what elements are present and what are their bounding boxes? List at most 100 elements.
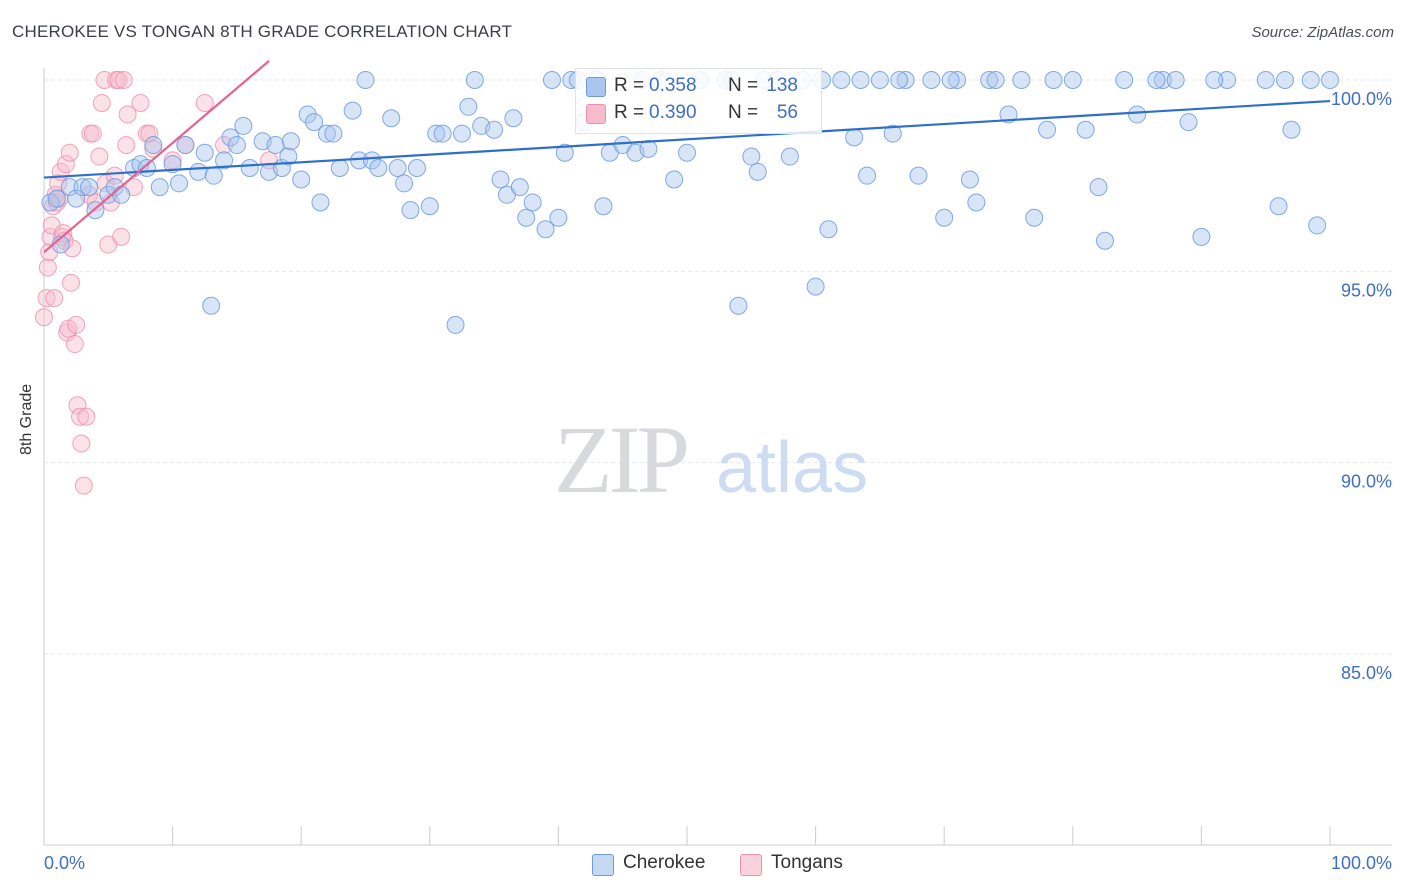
y-tick-label: 85.0%	[1341, 663, 1392, 683]
cherokee-point	[1025, 208, 1044, 227]
cherokee-point	[1275, 71, 1294, 89]
cherokee-point	[266, 136, 285, 155]
tongans-point	[77, 407, 96, 426]
tongans-point	[195, 93, 214, 112]
cherokee-point	[517, 208, 536, 227]
cherokee-point	[356, 71, 375, 89]
tongans-point	[54, 224, 73, 243]
cherokee-point	[99, 185, 118, 204]
tongans-point	[72, 434, 91, 453]
cherokee-point	[292, 170, 311, 189]
tongans-point	[65, 335, 84, 354]
cherokee-legend-label[interactable]: Cherokee	[623, 852, 706, 873]
watermark-zip: ZIP	[554, 406, 687, 513]
cherokee-point	[382, 109, 401, 128]
legend-r-value: 0.358	[649, 75, 697, 96]
cherokee-point	[1308, 216, 1327, 235]
cherokee-point	[594, 197, 613, 216]
cherokee-point	[1269, 197, 1288, 216]
cherokee-point	[1044, 71, 1063, 89]
cherokee-point	[742, 147, 761, 166]
cherokee-point	[986, 71, 1005, 89]
cherokee-point	[452, 124, 471, 143]
legend-row-cherokee: R = 0.358 N = 138	[576, 74, 821, 100]
tongans-legend-label[interactable]: Tongans	[771, 852, 843, 873]
tongans-point	[114, 71, 133, 89]
cherokee-point	[427, 124, 446, 143]
y-tick-label: 90.0%	[1341, 472, 1392, 492]
cherokee-point	[446, 315, 465, 334]
tongans-point	[67, 315, 86, 334]
tongans-point	[90, 147, 109, 166]
cherokee-point	[729, 296, 748, 315]
tongans-point	[71, 407, 90, 426]
tongans-point	[49, 174, 68, 193]
tongans-point	[60, 143, 79, 162]
cherokee-point	[163, 155, 182, 174]
tongans-point	[215, 136, 234, 155]
legend-n-value: 138	[766, 75, 798, 96]
source-credit: Source: ZipAtlas.com	[1251, 24, 1394, 41]
cherokee-point	[215, 151, 234, 170]
tongans-point	[38, 258, 57, 277]
cherokee-point	[176, 136, 195, 155]
tongans-points	[35, 71, 279, 495]
cherokee-point	[549, 208, 568, 227]
legend-row-tongans: R = 0.390 N = 56	[576, 101, 821, 127]
tick-labels: 100.0% 95.0% 90.0% 85.0% 0.0% 100.0%	[44, 89, 1392, 873]
cherokee-point	[909, 166, 928, 185]
cherokee-point	[948, 71, 967, 89]
cherokee-point	[1179, 113, 1198, 132]
legend-r-value: 0.390	[649, 102, 697, 123]
cherokee-point	[112, 185, 131, 204]
correlation-legend: R = 0.358 N = 138 R = 0.390 N = 56	[575, 68, 822, 134]
cherokee-point	[189, 162, 208, 181]
cherokee-point	[1218, 71, 1237, 89]
cherokee-point	[433, 124, 452, 143]
watermark: ZIP atlas	[554, 406, 868, 513]
cherokee-point	[281, 132, 300, 151]
cherokee-swatch	[586, 77, 606, 97]
cherokee-point	[137, 159, 156, 178]
tongans-point	[83, 124, 102, 143]
chart-title: CHEROKEE VS TONGAN 8TH GRADE CORRELATION…	[12, 22, 513, 41]
cherokee-point	[1256, 71, 1275, 89]
y-tick-label: 95.0%	[1341, 280, 1392, 300]
cherokee-point	[1147, 71, 1166, 89]
series-legend: Cherokee Tongans	[0, 852, 1406, 878]
legend-r-label: R =	[614, 75, 645, 96]
tongans-point	[118, 105, 137, 124]
cherokee-point	[170, 174, 189, 193]
cherokee-point	[80, 178, 99, 197]
x-tick-label-left: 0.0%	[44, 853, 85, 873]
cherokee-point	[195, 143, 214, 162]
cherokee-point	[1063, 71, 1082, 89]
cherokee-point	[960, 170, 979, 189]
cherokee-point	[858, 166, 877, 185]
cherokee-legend-swatch[interactable]	[592, 854, 614, 876]
cherokee-point	[150, 178, 169, 197]
tongans-point	[63, 239, 82, 258]
cherokee-point	[967, 193, 986, 212]
cherokee-point	[845, 128, 864, 147]
tongans-legend-swatch[interactable]	[740, 854, 762, 876]
cherokee-point	[1301, 71, 1320, 89]
cherokee-point	[890, 71, 909, 89]
cherokee-point	[523, 193, 542, 212]
cherokee-point	[678, 143, 696, 162]
cherokee-point	[491, 170, 510, 189]
trend-lines	[43, 60, 1331, 254]
cherokee-point	[780, 147, 799, 166]
cherokee-point	[1321, 71, 1339, 89]
tongans-point	[117, 136, 136, 155]
cherokee-point	[1166, 71, 1185, 89]
tongans-point	[112, 227, 131, 246]
x-tick-label-right: 100.0%	[1331, 853, 1392, 873]
cherokee-point	[388, 159, 407, 178]
cherokee-point	[851, 71, 870, 89]
cherokee-point	[234, 116, 253, 135]
cherokee-point	[1076, 120, 1095, 139]
cherokee-point	[639, 139, 658, 158]
cherokee-point	[330, 159, 349, 178]
cherokee-point	[832, 71, 851, 89]
